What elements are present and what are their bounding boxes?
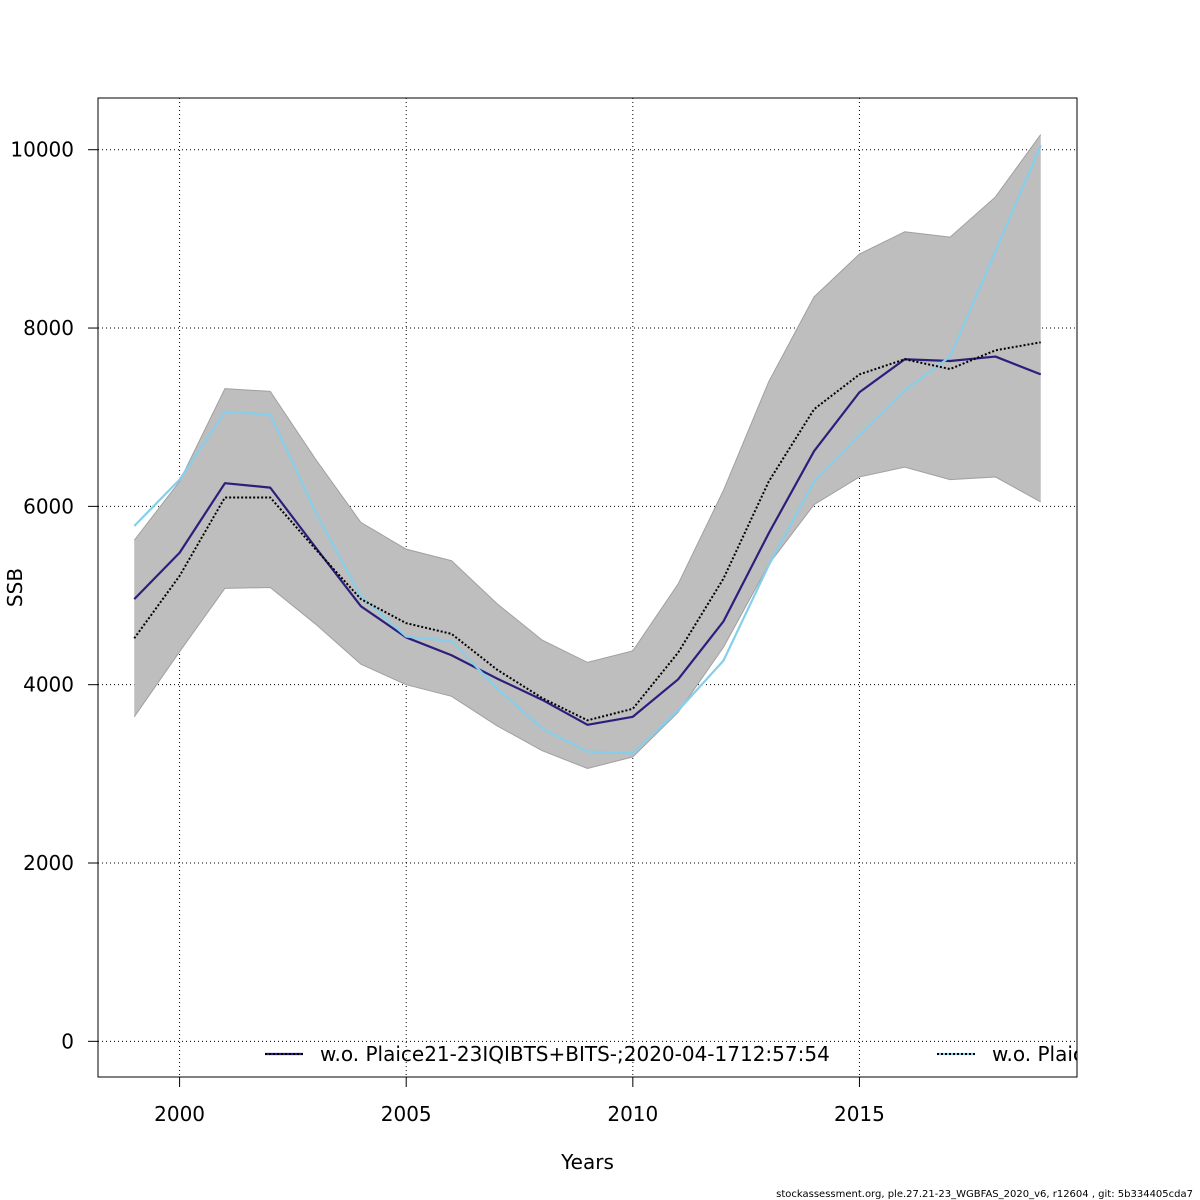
- band-upper-edge: [133, 134, 1042, 663]
- y-tick-label: 6000: [23, 494, 74, 518]
- legend-entries: w.o. Plaice21-23IQIBTS+BITS-;2020-04-171…: [265, 1042, 1084, 1066]
- x-tick-label: 2000: [154, 1102, 205, 1126]
- x-axis: 2000 2005 2010 2015: [154, 1077, 885, 1126]
- y-axis: 0 2000 4000 6000 8000 10000: [10, 138, 98, 1053]
- x-tick-label: 2005: [381, 1102, 432, 1126]
- series-layer: [133, 144, 1042, 755]
- series-line-3: [133, 341, 1041, 722]
- y-axis-title: SSB: [3, 568, 27, 607]
- y-tick-label: 10000: [10, 138, 74, 162]
- y-tick-label: 4000: [23, 673, 74, 697]
- y-tick-label: 2000: [23, 851, 74, 875]
- x-tick-label: 2015: [834, 1102, 885, 1126]
- confidence-band-layer: [133, 134, 1042, 770]
- legend: w.o. Plaice21-23IQIBTS+BITS-;2020-04-171…: [265, 1042, 1084, 1066]
- x-axis-title: Years: [560, 1150, 614, 1174]
- legend-label-2: w.o. Plaic: [992, 1042, 1084, 1066]
- band-lower-edge: [133, 466, 1041, 770]
- y-tick-label: 8000: [23, 316, 74, 340]
- y-tick-label: 0: [61, 1029, 74, 1053]
- plot-frame: [97, 97, 1078, 1078]
- series-line-2: [133, 144, 1042, 755]
- x-tick-label: 2010: [607, 1102, 658, 1126]
- legend-label-1: w.o. Plaice21-23IQIBTS+BITS-;2020-04-171…: [320, 1042, 830, 1066]
- footer-caption: stockassessment.org, ple.27.21-23_WGBFAS…: [776, 1189, 1193, 1200]
- series-line-1: [133, 355, 1042, 726]
- confidence-band: [134, 134, 1041, 769]
